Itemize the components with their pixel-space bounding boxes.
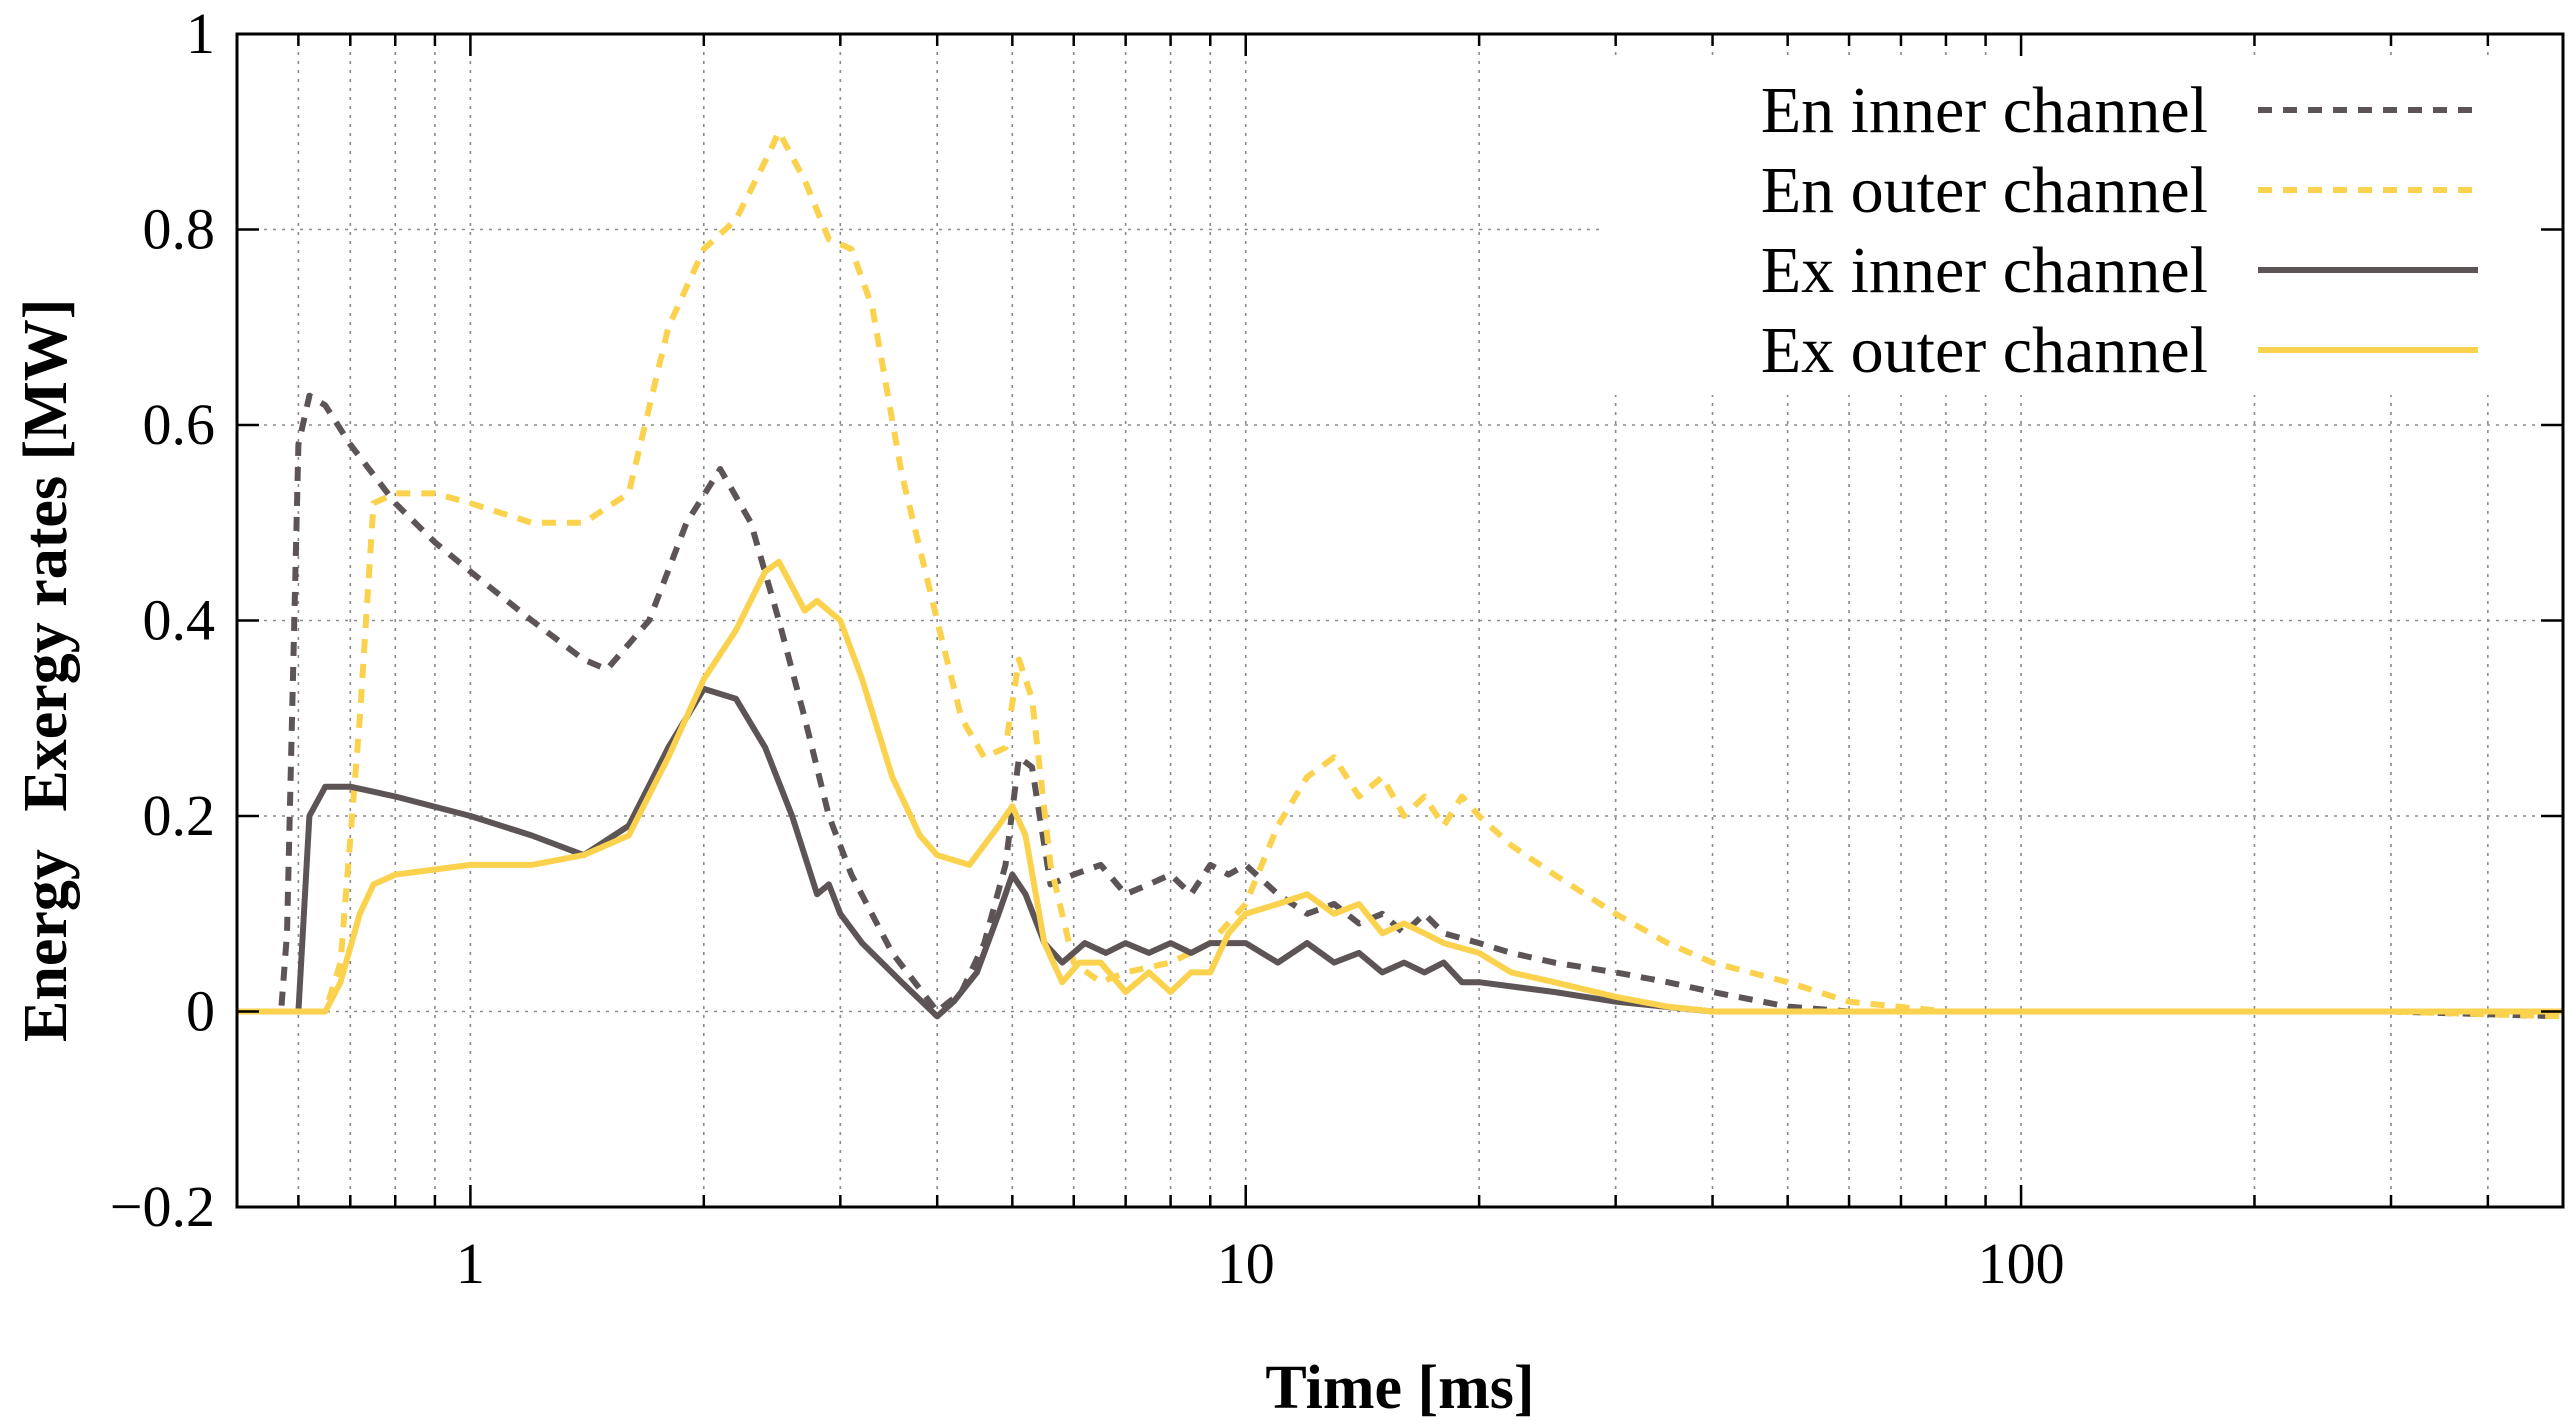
y-axis-title: Energy Exergy rates [MW] — [12, 299, 80, 1042]
series-lines — [237, 128, 2564, 1020]
legend-label: Ex inner channel — [1761, 234, 2208, 307]
legend-label: Ex outer channel — [1761, 314, 2208, 387]
x-tick-label: 10 — [1217, 1231, 1275, 1296]
legend-label: En inner channel — [1761, 74, 2208, 147]
y-axis-title-energy: Energy — [12, 849, 80, 1042]
legend-label: En outer channel — [1761, 154, 2208, 227]
y-tick-label: 0 — [186, 979, 215, 1044]
y-tick-label: −0.2 — [110, 1174, 215, 1239]
y-tick-label: 0.4 — [143, 588, 216, 653]
x-tick-label: 1 — [456, 1231, 485, 1296]
y-tick-label: 0.8 — [143, 197, 216, 262]
x-tick-label: 100 — [1978, 1231, 2065, 1296]
series-line-0 — [237, 392, 2564, 1020]
x-axis-title: Time [ms] — [1265, 1354, 1534, 1422]
y-tick-label: 0.6 — [143, 392, 216, 457]
series-line-1 — [237, 128, 2564, 1020]
axis-ticks: 1 10 100 −0.2 0 0.2 0.4 0.6 0.8 1 — [110, 1, 2565, 1296]
y-tick-label: 1 — [186, 1, 215, 66]
series-line-3 — [237, 558, 2563, 1015]
y-axis-title-exergy: Exergy rates [MW] — [12, 299, 80, 812]
series-line-2 — [237, 685, 2563, 1020]
y-tick-label: 0.2 — [143, 783, 216, 848]
